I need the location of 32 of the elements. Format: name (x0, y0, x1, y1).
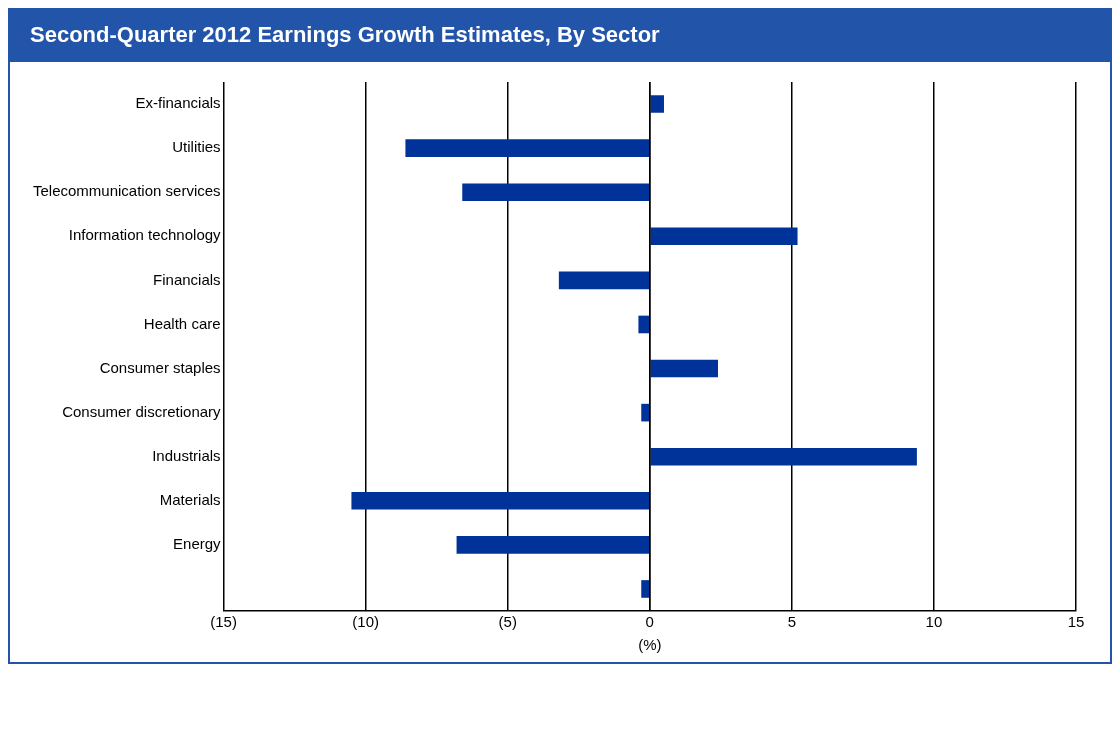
x-tick-label: 15 (1067, 613, 1085, 631)
x-axis-title: (%) (638, 636, 662, 654)
bar (456, 536, 650, 554)
y-tick-label: Information technology (68, 226, 222, 244)
bar (641, 580, 650, 598)
bar (650, 447, 917, 466)
y-tick-label: Financials (153, 270, 221, 288)
x-tick-label: 10 (925, 613, 943, 631)
y-tick-label: Materials (159, 490, 221, 508)
bar (351, 491, 650, 510)
y-tick-label: Consumer staples (99, 358, 221, 376)
bar (641, 403, 650, 422)
bar (462, 183, 650, 202)
bar (650, 95, 664, 113)
y-tick-label: Health care (143, 314, 221, 332)
y-tick-label: Industrials (152, 446, 221, 464)
x-tick-label: (15) (210, 613, 237, 631)
y-tick-label: Ex-financials (135, 94, 221, 112)
bar (638, 315, 650, 334)
x-tick-label: 0 (645, 613, 654, 631)
x-tick-label: (10) (352, 613, 379, 631)
bar (650, 227, 798, 246)
y-tick-label: Energy (173, 535, 222, 553)
y-tick-label: Consumer discretionary (62, 402, 222, 420)
y-tick-label: Telecommunication services (33, 182, 221, 200)
y-tick-label: Utilities (172, 138, 221, 156)
chart-title: Second-Quarter 2012 Earnings Growth Estimates, By Sector (10, 8, 1110, 62)
bar (405, 139, 650, 157)
bar (650, 359, 718, 378)
x-tick-label: 5 (787, 613, 797, 631)
bar (558, 271, 650, 290)
x-tick-label: (5) (498, 613, 517, 631)
